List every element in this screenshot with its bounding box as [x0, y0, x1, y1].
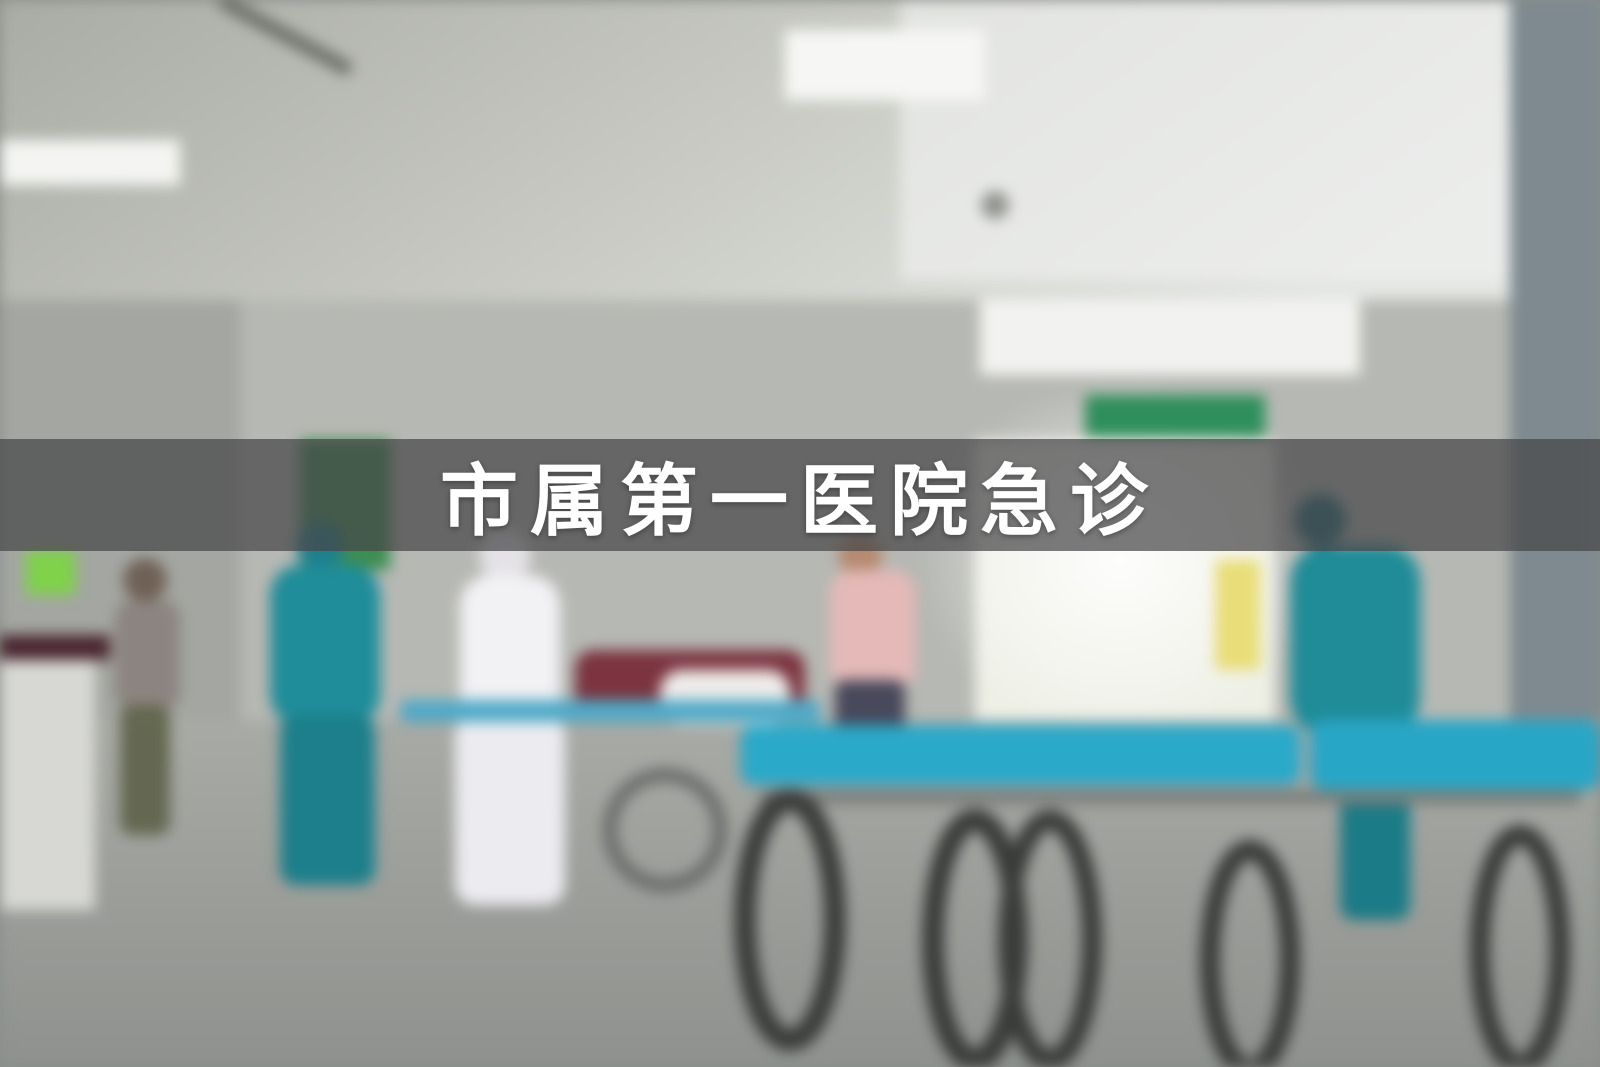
smoke-detector	[981, 191, 1009, 219]
overhead-sign-green	[1085, 395, 1265, 437]
right-wall	[1510, 0, 1600, 740]
green-sticker	[25, 550, 75, 595]
doctor-teal-scrubs	[270, 521, 380, 885]
counter	[0, 640, 95, 910]
ceiling-light	[785, 30, 985, 100]
stretcher-front	[734, 720, 1600, 1067]
banner-title: 市属第一医院急诊	[439, 457, 1160, 547]
gurney-with-patient	[400, 650, 820, 892]
yellow-panel	[1215, 560, 1260, 670]
ceiling-pipe	[216, 0, 354, 77]
ceiling-light	[0, 140, 180, 185]
overhead-sign-white	[980, 300, 1360, 375]
ceiling-right-bright	[900, 0, 1600, 280]
person-left	[115, 558, 180, 835]
title-banner: 市属第一医院急诊	[0, 439, 1600, 551]
counter-top	[0, 635, 110, 660]
